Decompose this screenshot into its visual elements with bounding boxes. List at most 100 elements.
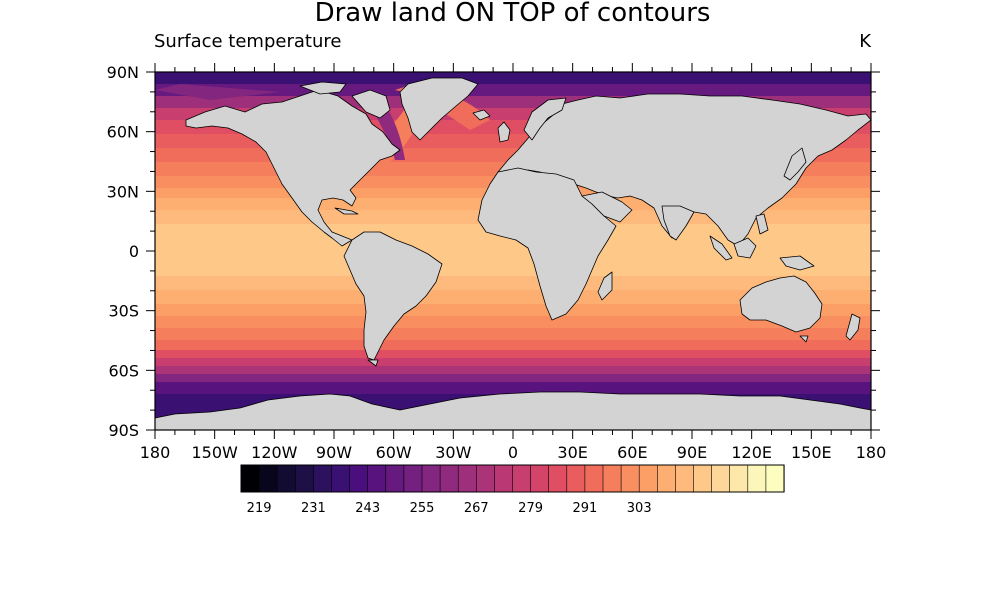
south-america <box>343 231 443 361</box>
colorbar-box <box>638 464 658 493</box>
lat-tick-label: 30N <box>107 182 139 201</box>
lon-tick-label: 180 <box>140 443 171 462</box>
lon-tick-label: 120E <box>731 443 772 462</box>
colorbar-box <box>403 464 423 493</box>
land-layer <box>155 77 871 430</box>
tierra-del-fuego <box>367 359 379 367</box>
lon-tick-label: 150W <box>191 443 238 462</box>
new-zealand <box>845 313 861 341</box>
colorbar-label: 219 <box>247 501 272 516</box>
great-britain <box>497 121 511 143</box>
colorbar-box <box>331 464 351 493</box>
colorbar-box <box>240 464 260 493</box>
units-label: K <box>859 31 871 52</box>
band-s50 <box>155 350 871 358</box>
new-guinea <box>779 255 815 271</box>
india <box>661 205 695 241</box>
lat-tick-label: 60N <box>107 123 139 142</box>
tasmania <box>799 335 809 343</box>
lat-tick-label: 90N <box>107 63 139 82</box>
colorbar-box <box>530 464 550 493</box>
iceland <box>472 109 491 121</box>
colorbar-box <box>584 464 604 493</box>
map-area <box>155 72 871 430</box>
colorbar-box <box>566 464 586 493</box>
lat-tick-label: 60S <box>108 361 139 380</box>
colorbar-label: 303 <box>627 501 652 516</box>
band-s60 <box>155 366 871 374</box>
eurasia <box>497 93 871 247</box>
colorbar-frame <box>240 464 785 493</box>
band-s55 <box>155 358 871 366</box>
colorbar-label: 279 <box>518 501 543 516</box>
colorbar-box <box>313 464 333 493</box>
band-s30 <box>155 304 871 316</box>
lat-tick-label: 30S <box>108 302 139 321</box>
arctic-islands <box>299 81 347 95</box>
north-america <box>185 89 401 247</box>
sumatra <box>709 235 733 261</box>
map-axes: 180 150W 120W 90W 60W 30W 0 30E 60E 90E 120E 150E 18… <box>107 63 887 462</box>
colorbar-box <box>512 464 532 493</box>
scandinavia <box>523 97 567 141</box>
lon-tick-label: 150E <box>791 443 832 462</box>
colorbar-box <box>258 464 278 493</box>
colorbar-box <box>693 464 713 493</box>
colorbar-label: 255 <box>410 501 435 516</box>
colorbar-box <box>421 464 441 493</box>
colorbar-box <box>439 464 459 493</box>
colorbar-label: 291 <box>572 501 597 516</box>
arabia <box>581 191 633 223</box>
colorbar-box <box>457 464 477 493</box>
greenland <box>399 77 479 141</box>
colorbar-box <box>294 464 314 493</box>
lon-tick-label: 180 <box>856 443 887 462</box>
colorbar-box <box>729 464 749 493</box>
colorbar-box <box>656 464 676 493</box>
japan <box>783 147 807 181</box>
plot-title: Draw land ON TOP of contours <box>314 0 711 28</box>
lon-tick-label: 90E <box>677 443 707 462</box>
band-subpolar-n <box>155 84 871 96</box>
band-s40 <box>155 328 871 340</box>
colorbar-box <box>349 464 369 493</box>
lon-tick-label: 30E <box>557 443 587 462</box>
colorbar-box <box>602 464 622 493</box>
lon-tick-label: 60W <box>376 443 412 462</box>
africa <box>477 167 617 321</box>
colorbar-box <box>548 464 568 493</box>
colorbar-box <box>675 464 695 493</box>
lon-tick-label: 60E <box>617 443 647 462</box>
borneo <box>733 237 757 259</box>
band-s15 <box>155 276 871 290</box>
colorbar-box <box>765 464 785 493</box>
colorbar: 219 231 243 255 267 279 291 303 <box>240 464 785 516</box>
lat-tick-label: 0 <box>129 242 139 261</box>
colorbar-label: 231 <box>301 501 326 516</box>
band-s35 <box>155 316 871 328</box>
cuba <box>334 207 359 215</box>
philippines <box>755 213 769 235</box>
colorbar-box <box>711 464 731 493</box>
colorbar-box <box>385 464 405 493</box>
baffin-island <box>351 89 391 119</box>
band-polar-n <box>155 72 871 84</box>
australia <box>739 275 823 333</box>
bering-cold-water <box>155 84 280 100</box>
lon-tick-label: 30W <box>435 443 471 462</box>
band-s45 <box>155 340 871 350</box>
colorbar-label: 267 <box>464 501 489 516</box>
colorbar-box <box>494 464 514 493</box>
colorbar-box <box>276 464 296 493</box>
lat-tick-label: 90S <box>108 421 139 440</box>
band-s25 <box>155 290 871 304</box>
left-string: Surface temperature <box>154 31 342 52</box>
madagascar <box>597 271 613 301</box>
lon-tick-label: 90W <box>316 443 352 462</box>
band-s62 <box>155 374 871 382</box>
colorbar-box <box>475 464 495 493</box>
band-s65 <box>155 382 871 394</box>
colorbar-box <box>620 464 640 493</box>
lon-tick-label: 120W <box>251 443 298 462</box>
